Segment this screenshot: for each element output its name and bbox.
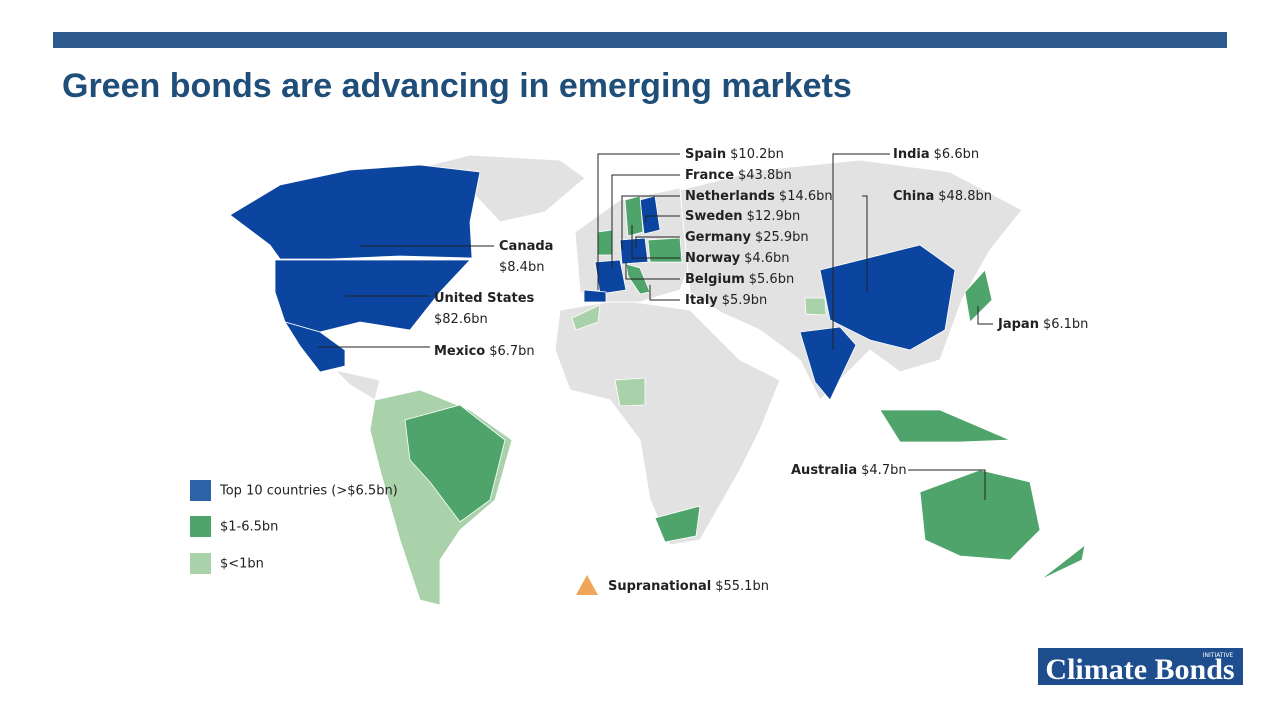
legend-label: $<1bn bbox=[220, 557, 264, 572]
country-amount: $82.6bn bbox=[434, 312, 488, 327]
country-label: Italy $5.9bn bbox=[685, 293, 767, 308]
country-name: Netherlands bbox=[685, 189, 775, 204]
legend-swatch bbox=[190, 516, 211, 537]
country-amount: $4.6bn bbox=[744, 251, 789, 266]
country-label: United States $82.6bn bbox=[434, 291, 535, 327]
country-name: France bbox=[685, 168, 734, 183]
country-amount: $6.7bn bbox=[489, 344, 534, 359]
country-amount: $25.9bn bbox=[755, 230, 809, 245]
leader-lines bbox=[318, 153, 993, 500]
logo-tag: INITIATIVE bbox=[1203, 652, 1234, 659]
country-name: Canada bbox=[499, 239, 553, 254]
country-label: Spain $10.2bn bbox=[685, 147, 784, 162]
country-name: Italy bbox=[685, 293, 718, 308]
supranational-marker bbox=[576, 575, 598, 595]
slide-title: Green bonds are advancing in emerging ma… bbox=[62, 67, 852, 105]
country-name: Belgium bbox=[685, 272, 745, 287]
country-amount: $14.6bn bbox=[779, 189, 833, 204]
country-label: Australia $4.7bn bbox=[791, 463, 907, 478]
country-amount: $10.2bn bbox=[730, 147, 784, 162]
legend-label: Top 10 countries (>$6.5bn) bbox=[219, 484, 398, 499]
country-name: United States bbox=[434, 291, 535, 306]
logo: Climate Bonds INITIATIVE bbox=[1038, 648, 1243, 686]
country-label: Supranational $55.1bn bbox=[608, 579, 769, 594]
country-name: Norway bbox=[685, 251, 741, 266]
country-name: China bbox=[893, 189, 934, 204]
country-name: Supranational bbox=[608, 579, 711, 594]
country-name: Australia bbox=[791, 463, 857, 478]
country-label: Belgium $5.6bn bbox=[685, 272, 794, 287]
legend: Top 10 countries (>$6.5bn) $1-6.5bn $<1b… bbox=[190, 480, 598, 595]
logo-text: Climate Bonds bbox=[1045, 653, 1234, 686]
country-label: Sweden $12.9bn bbox=[685, 209, 800, 224]
country-label: Canada $8.4bn bbox=[499, 239, 553, 275]
country-amount: $12.9bn bbox=[747, 209, 801, 224]
country-label: Germany $25.9bn bbox=[685, 230, 809, 245]
country-label: China $48.8bn bbox=[893, 189, 992, 204]
country-label: Norway $4.6bn bbox=[685, 251, 790, 266]
country-name: Japan bbox=[997, 317, 1039, 332]
country-amount: $6.6bn bbox=[934, 147, 979, 162]
country-labels: Spain $10.2bn France $43.8bn Netherlands $14.… bbox=[434, 147, 1088, 594]
country-amount: $5.9bn bbox=[722, 293, 767, 308]
logo-box bbox=[1038, 648, 1243, 685]
country-name: Sweden bbox=[685, 209, 743, 224]
country-amount: $48.8bn bbox=[938, 189, 992, 204]
country-amount: $43.8bn bbox=[738, 168, 792, 183]
country-amount: $4.7bn bbox=[861, 463, 906, 478]
country-label: Mexico $6.7bn bbox=[434, 344, 535, 359]
legend-label: $1-6.5bn bbox=[220, 520, 278, 535]
country-amount: $6.1bn bbox=[1043, 317, 1088, 332]
country-label: India $6.6bn bbox=[893, 147, 979, 162]
country-label: France $43.8bn bbox=[685, 168, 792, 183]
country-name: India bbox=[893, 147, 930, 162]
world-map bbox=[229, 154, 1086, 606]
country-amount: $5.6bn bbox=[749, 272, 794, 287]
legend-swatch bbox=[190, 480, 211, 501]
country-amount: $55.1bn bbox=[715, 579, 769, 594]
country-label: Netherlands $14.6bn bbox=[685, 189, 833, 204]
country-name: Mexico bbox=[434, 344, 485, 359]
legend-swatch bbox=[190, 553, 211, 574]
country-amount: $8.4bn bbox=[499, 260, 544, 275]
country-name: Spain bbox=[685, 147, 726, 162]
country-label: Japan $6.1bn bbox=[997, 317, 1088, 332]
top-bar bbox=[53, 32, 1227, 48]
country-name: Germany bbox=[685, 230, 751, 245]
